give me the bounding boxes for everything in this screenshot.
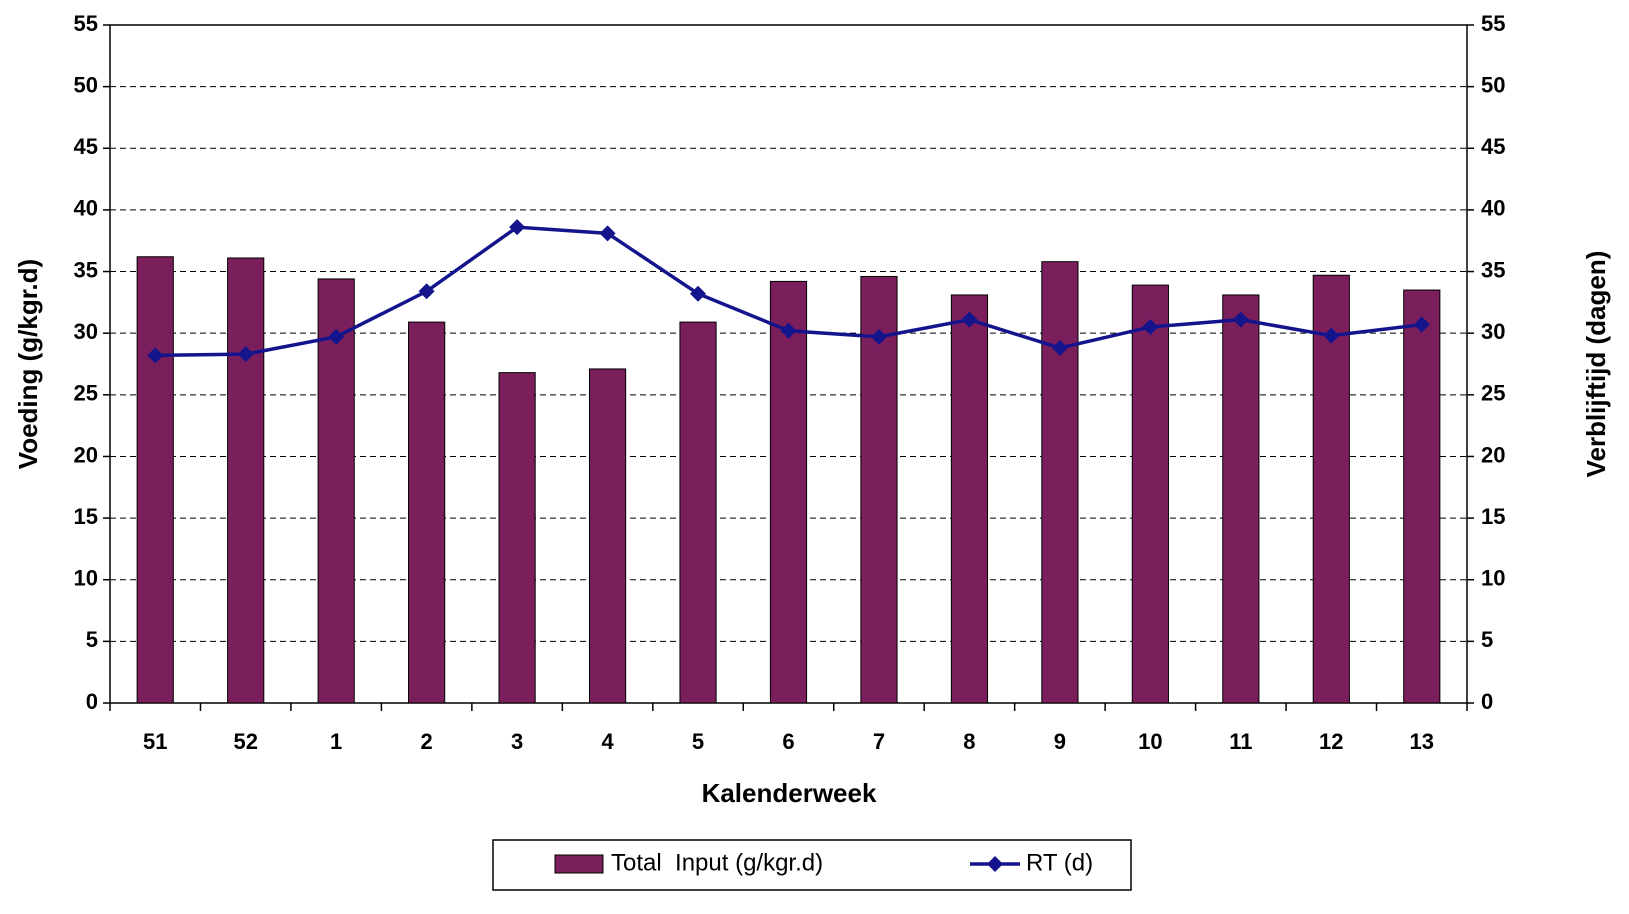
line-marker bbox=[961, 311, 978, 328]
y-tick-label: 55 bbox=[74, 11, 98, 36]
y2-tick-label: 45 bbox=[1481, 134, 1505, 159]
y2-axis-title: Verblijftijd (dagen) bbox=[1581, 251, 1611, 478]
line-marker bbox=[870, 328, 887, 345]
y-tick-label: 40 bbox=[74, 196, 98, 221]
bar bbox=[1131, 284, 1169, 704]
x-tick-label: 1 bbox=[330, 729, 342, 754]
bar bbox=[1312, 274, 1350, 704]
x-tick-label: 52 bbox=[233, 729, 257, 754]
y-tick-label: 35 bbox=[74, 257, 98, 282]
bar bbox=[588, 368, 627, 704]
x-tick-label: 12 bbox=[1319, 729, 1343, 754]
y2-tick-label: 20 bbox=[1481, 442, 1505, 467]
bar bbox=[679, 321, 717, 704]
x-tick-label: 7 bbox=[873, 729, 885, 754]
y2-tick-label: 55 bbox=[1481, 11, 1505, 36]
y2-tick-label: 15 bbox=[1481, 504, 1505, 529]
x-tick-label: 5 bbox=[692, 729, 704, 754]
line-marker bbox=[237, 346, 254, 363]
bar bbox=[136, 256, 174, 704]
y2-tick-label: 50 bbox=[1481, 72, 1505, 97]
x-tick-label: 6 bbox=[782, 729, 794, 754]
y-tick-label: 5 bbox=[86, 627, 98, 652]
line-marker bbox=[1232, 311, 1249, 328]
x-tick-label: 2 bbox=[421, 729, 433, 754]
line-marker bbox=[1142, 319, 1159, 336]
y-tick-label: 30 bbox=[74, 319, 98, 344]
x-tick-label: 13 bbox=[1410, 729, 1434, 754]
line-marker bbox=[418, 283, 435, 300]
line-marker bbox=[780, 322, 797, 339]
y2-tick-label: 40 bbox=[1481, 196, 1505, 221]
bar bbox=[408, 321, 446, 704]
line-marker bbox=[1413, 316, 1430, 333]
y-tick-label: 0 bbox=[86, 689, 98, 714]
bar bbox=[1041, 261, 1079, 704]
y2-tick-label: 10 bbox=[1481, 566, 1505, 591]
y-tick-label: 45 bbox=[74, 134, 98, 159]
legend-label: Total Input (g/kgr.d) bbox=[611, 849, 823, 876]
line-marker bbox=[690, 285, 707, 302]
legend-label: RT (d) bbox=[1026, 849, 1093, 876]
y2-tick-label: 30 bbox=[1481, 319, 1505, 344]
bar bbox=[1222, 294, 1260, 704]
legend-marker bbox=[987, 856, 1003, 872]
line-marker bbox=[328, 328, 345, 345]
x-tick-label: 4 bbox=[601, 729, 614, 754]
line-marker bbox=[509, 219, 526, 236]
x-tick-label: 9 bbox=[1054, 729, 1066, 754]
bar bbox=[227, 257, 265, 704]
x-tick-label: 11 bbox=[1229, 729, 1252, 754]
bar bbox=[317, 278, 355, 704]
bar bbox=[498, 372, 536, 704]
y2-tick-label: 25 bbox=[1481, 381, 1505, 406]
x-tick-label: 10 bbox=[1138, 729, 1162, 754]
bar bbox=[860, 275, 898, 704]
x-tick-label: 51 bbox=[143, 729, 167, 754]
line-marker bbox=[1323, 327, 1340, 344]
x-tick-label: 3 bbox=[511, 729, 523, 754]
y-tick-label: 25 bbox=[74, 381, 98, 406]
bar bbox=[1403, 289, 1441, 704]
line-marker bbox=[147, 347, 164, 364]
line-marker bbox=[1051, 339, 1068, 356]
line-marker bbox=[599, 225, 616, 242]
bar bbox=[769, 280, 808, 704]
x-tick-label: 8 bbox=[963, 729, 975, 754]
y-tick-label: 10 bbox=[74, 566, 98, 591]
bar bbox=[950, 294, 989, 704]
y-tick-label: 15 bbox=[74, 504, 98, 529]
x-axis-title: Kalenderweek bbox=[702, 778, 877, 808]
y-tick-label: 20 bbox=[74, 442, 98, 467]
y2-tick-label: 0 bbox=[1481, 689, 1493, 714]
legend-swatch bbox=[554, 854, 604, 874]
y2-tick-label: 35 bbox=[1481, 257, 1505, 282]
y-tick-label: 50 bbox=[74, 72, 98, 97]
y2-tick-label: 5 bbox=[1481, 627, 1493, 652]
y-axis-title: Voeding (g/kgr.d) bbox=[13, 259, 43, 469]
